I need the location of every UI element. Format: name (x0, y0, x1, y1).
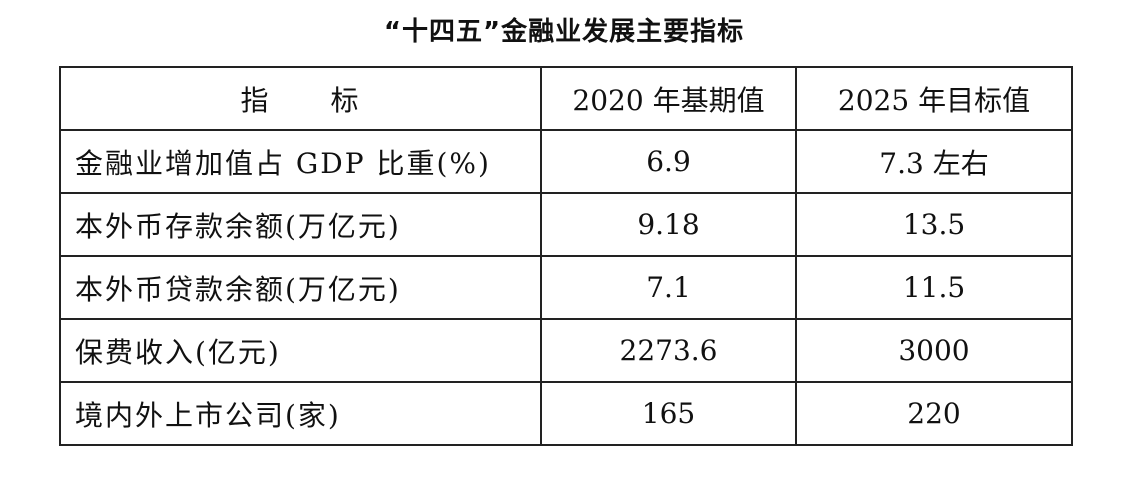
page-title: “十四五”金融业发展主要指标 (383, 17, 745, 47)
target-value-cell: 11.5 (795, 255, 1073, 320)
table-row: 保费收入(亿元) 2273.6 3000 (59, 318, 1073, 383)
column-header-base-2020: 2020 年基期值 (540, 66, 797, 131)
target-value-cell: 7.3 左右 (795, 129, 1073, 194)
target-value-cell: 220 (795, 381, 1073, 446)
base-value-cell: 2273.6 (540, 318, 797, 383)
base-value-cell: 9.18 (540, 192, 797, 257)
base-value-cell: 165 (540, 381, 797, 446)
column-header-target-2025: 2025 年目标值 (795, 66, 1073, 131)
target-value-cell: 3000 (795, 318, 1073, 383)
column-header-indicator: 指 标 (59, 66, 542, 131)
indicators-table: 指 标 2020 年基期值 2025 年目标值 金融业增加值占 GDP 比重(%… (59, 66, 1073, 446)
table-row: 境内外上市公司(家) 165 220 (59, 381, 1073, 446)
table-row: 金融业增加值占 GDP 比重(%) 6.9 7.3 左右 (59, 129, 1073, 194)
indicator-cell: 金融业增加值占 GDP 比重(%) (59, 129, 542, 194)
table-row: 本外币贷款余额(万亿元) 7.1 11.5 (59, 255, 1073, 320)
indicator-cell: 本外币贷款余额(万亿元) (59, 255, 542, 320)
base-value-cell: 6.9 (540, 129, 797, 194)
indicator-cell: 本外币存款余额(万亿元) (59, 192, 542, 257)
indicator-cell: 境内外上市公司(家) (59, 381, 542, 446)
target-value-cell: 13.5 (795, 192, 1073, 257)
table-header-row: 指 标 2020 年基期值 2025 年目标值 (59, 66, 1073, 131)
table-row: 本外币存款余额(万亿元) 9.18 13.5 (59, 192, 1073, 257)
base-value-cell: 7.1 (540, 255, 797, 320)
indicator-cell: 保费收入(亿元) (59, 318, 542, 383)
